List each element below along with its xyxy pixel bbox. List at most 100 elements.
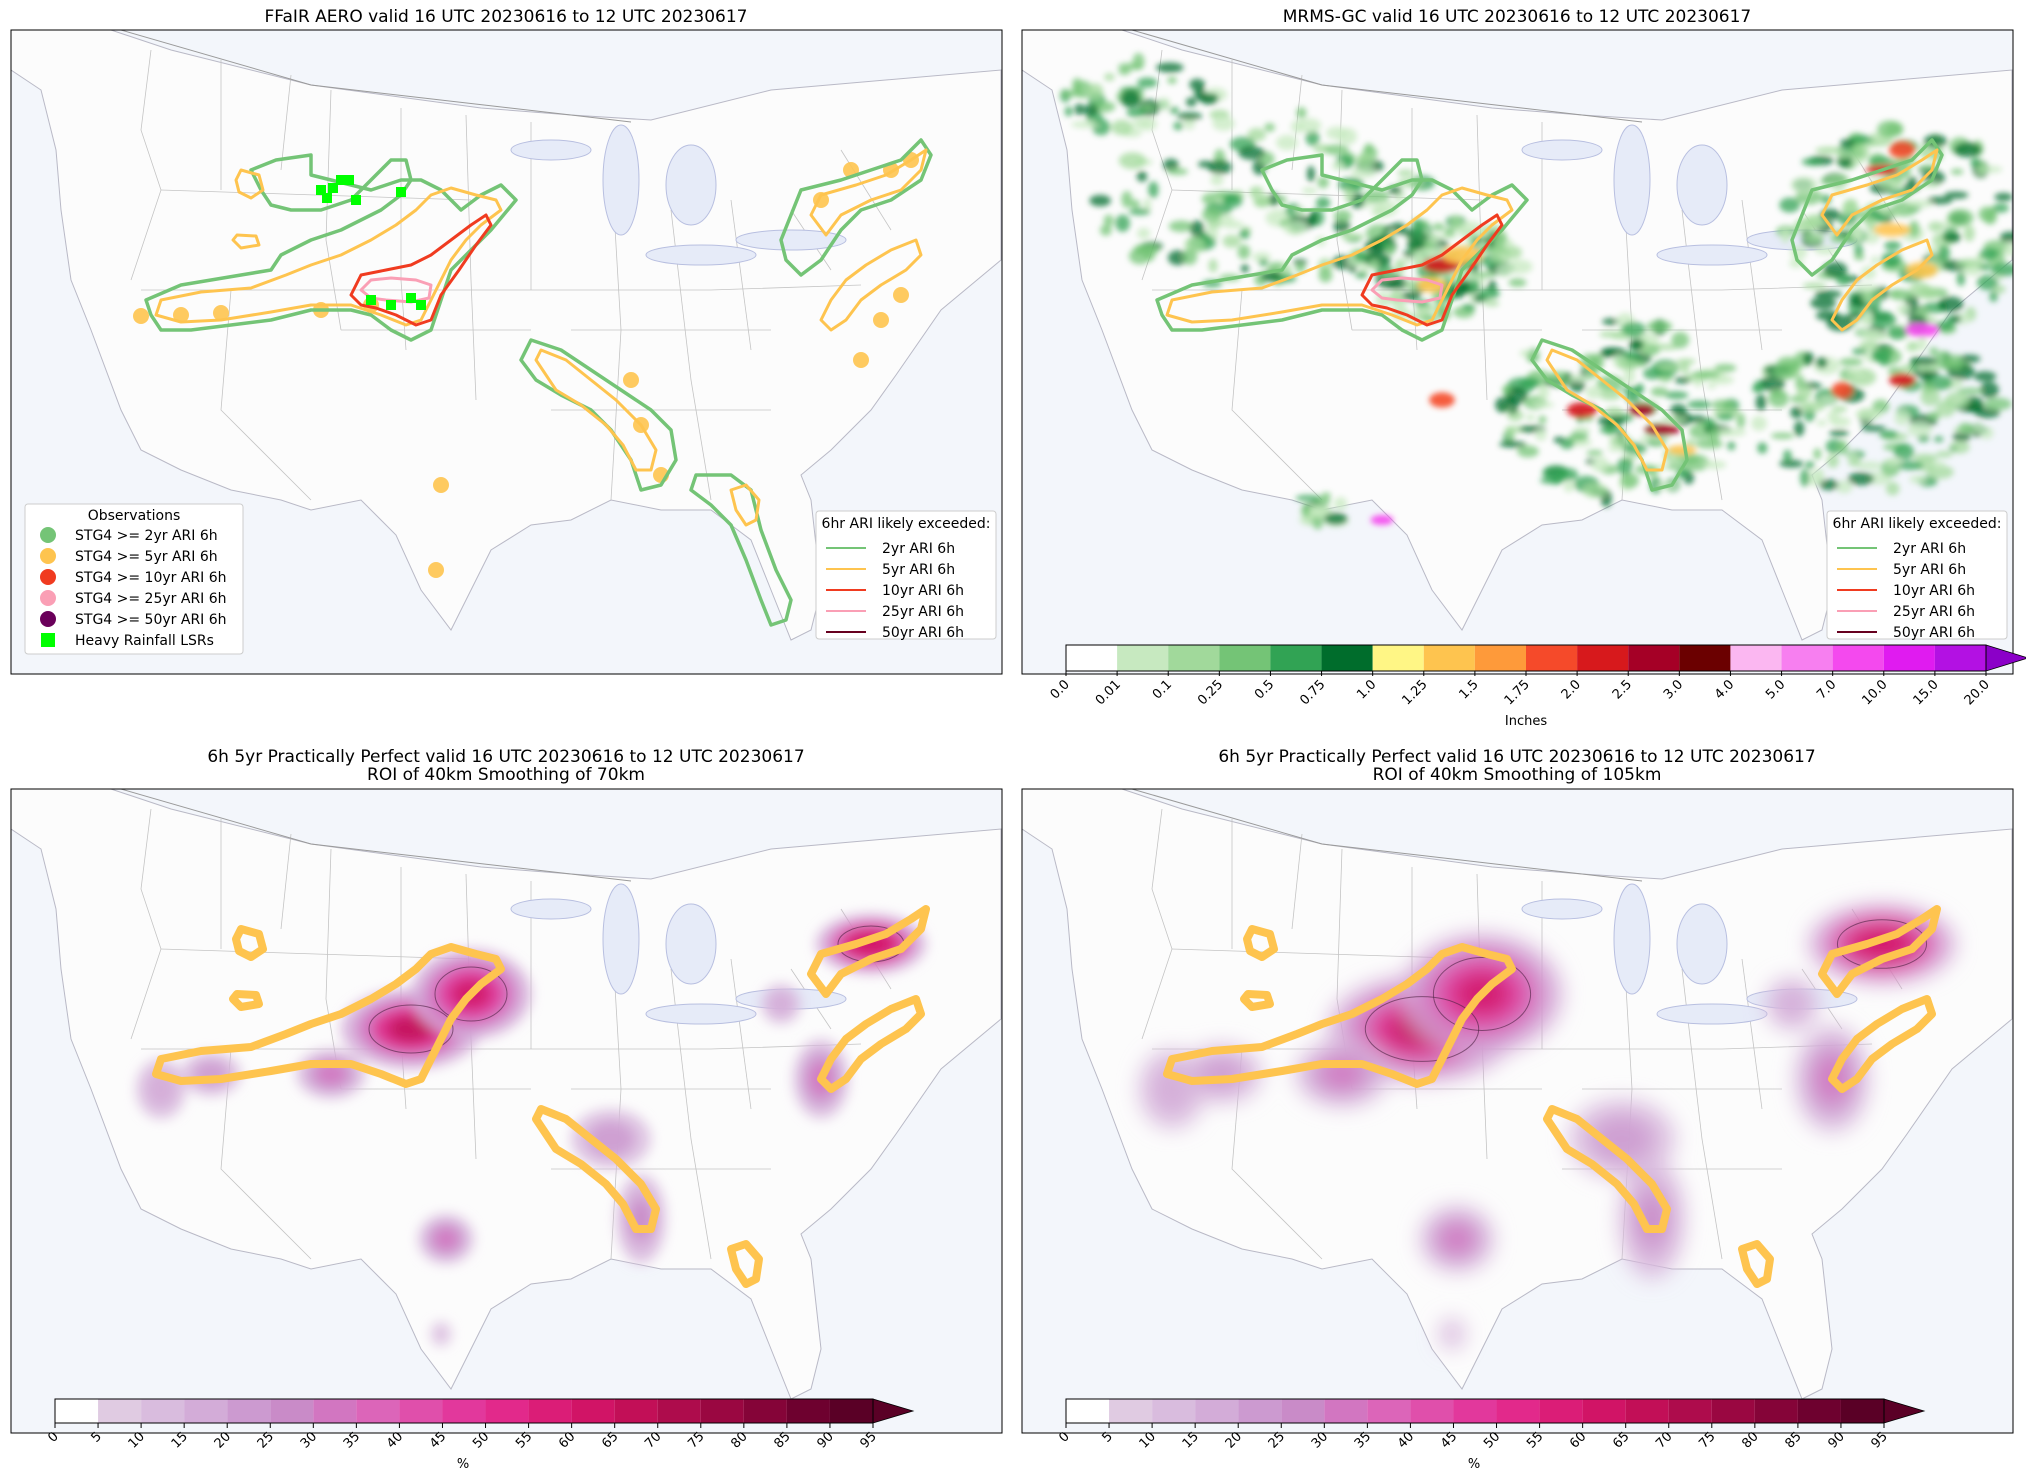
precip-cell [1177, 112, 1203, 120]
probability-level [316, 1063, 346, 1085]
precip-cell [1222, 234, 1241, 248]
precip-cell [1553, 436, 1565, 444]
colorbar-swatch [1372, 645, 1424, 671]
legend-marker [40, 527, 56, 543]
colorbar-swatch [1625, 1399, 1669, 1423]
contour-5yr [1165, 186, 1514, 327]
precip-cell [1779, 459, 1804, 468]
precip-cell [1863, 230, 1880, 244]
precip-cell [1249, 189, 1258, 198]
precip-cell [1907, 176, 1918, 184]
precip-cell [1302, 187, 1318, 195]
state-boundary [280, 833, 292, 930]
precip-cell [1324, 144, 1349, 156]
precip-cell [1537, 384, 1550, 400]
precip-cell [1870, 132, 1879, 140]
precip-cell [1929, 347, 1939, 356]
colorbar-tick-label: 0.0 [1048, 677, 1073, 702]
precip-cell [1585, 385, 1603, 399]
precip-cell [1167, 250, 1188, 266]
precip-cell [1212, 116, 1235, 131]
precip-cell [1878, 430, 1899, 439]
panel-frame [10, 788, 1003, 1434]
precip-cell [1462, 303, 1476, 312]
precip-cell [1143, 245, 1156, 262]
precip-cell [1855, 409, 1883, 419]
lake [1521, 898, 1603, 920]
contour-5yr [152, 943, 505, 1088]
precip-cell [1813, 448, 1822, 460]
contour-5yr [1543, 1105, 1671, 1233]
colorbar-label: Inches [1505, 714, 1547, 729]
lake [602, 883, 640, 995]
precip-cell [1155, 62, 1184, 73]
precip-cell [1071, 120, 1099, 129]
precip-cell [1137, 227, 1151, 240]
colorbar-swatch [1711, 1399, 1755, 1423]
precip-cell [1121, 190, 1133, 208]
precip-cell [1949, 440, 1970, 454]
colorbar-tick-label: 0.25 [1195, 677, 1226, 708]
lake [665, 903, 717, 985]
lake [602, 124, 640, 236]
precip-cell [1974, 422, 1983, 433]
precip-cell [1498, 441, 1527, 448]
precip-cell [1823, 261, 1848, 278]
precip-cell [1884, 240, 1902, 251]
legend-label: Heavy Rainfall LSRs [75, 633, 214, 649]
precip-cell [1790, 406, 1803, 419]
precip-cell [1708, 427, 1720, 444]
colorbar-swatch [1168, 645, 1220, 671]
lake [1613, 883, 1651, 995]
precip-cell [1169, 106, 1180, 114]
precip-cell [1983, 397, 2012, 411]
precip-cell [1782, 449, 1792, 463]
precip-cell [1506, 259, 1533, 274]
precip-cell [1992, 203, 2009, 213]
heavy-precip-cell [1566, 402, 1598, 418]
heavy-precip-cell [1904, 322, 1940, 338]
precip-cell [1599, 425, 1622, 435]
precip-cell [1136, 171, 1148, 182]
colorbar-swatch [141, 1399, 185, 1423]
precip-cell [1877, 349, 1891, 366]
precip-cell [1896, 303, 1911, 316]
colorbar-tick-label: 20.0 [1962, 677, 1993, 708]
precip-cell [1599, 331, 1620, 338]
lake [510, 139, 592, 161]
precip-cell [1802, 351, 1814, 366]
precip-cell [1533, 401, 1555, 408]
precip-cell [1779, 197, 1801, 213]
precip-cell [1856, 461, 1883, 470]
precip-cell [1718, 428, 1747, 437]
precip-cell [1885, 121, 1904, 137]
precip-cell [1221, 220, 1244, 229]
precip-cell [1567, 374, 1594, 382]
legend-box [24, 503, 244, 655]
contour-5yr [232, 925, 267, 961]
precip-cell [1956, 271, 1966, 287]
precip-cell [1074, 103, 1085, 116]
heavy-precip-cell [1644, 424, 1680, 436]
precip-cell [1664, 391, 1689, 400]
precip-cell [1801, 157, 1824, 166]
panel-pp-105km [1021, 788, 2014, 1434]
precip-cell [1089, 194, 1111, 207]
state-boundary [280, 74, 292, 171]
state-boundary [220, 289, 312, 501]
probability-level [431, 1322, 451, 1346]
lsr-square [396, 187, 406, 197]
panel4-subtitle: ROI of 40km Smoothing of 105km [1373, 765, 1662, 785]
legend-title: Observations [88, 508, 181, 524]
precip-cell [1355, 153, 1375, 169]
lsr-square [316, 185, 326, 195]
probability-contour [1432, 957, 1532, 1031]
lsr-square [336, 175, 346, 185]
precip-cell [1623, 368, 1636, 384]
contour-5yr [1818, 905, 1941, 998]
precip-cell [1355, 271, 1368, 279]
precip-cell [1840, 138, 1855, 148]
precip-cell [1189, 78, 1206, 91]
state-boundary [1741, 199, 1763, 351]
precip-cell [1088, 83, 1104, 100]
